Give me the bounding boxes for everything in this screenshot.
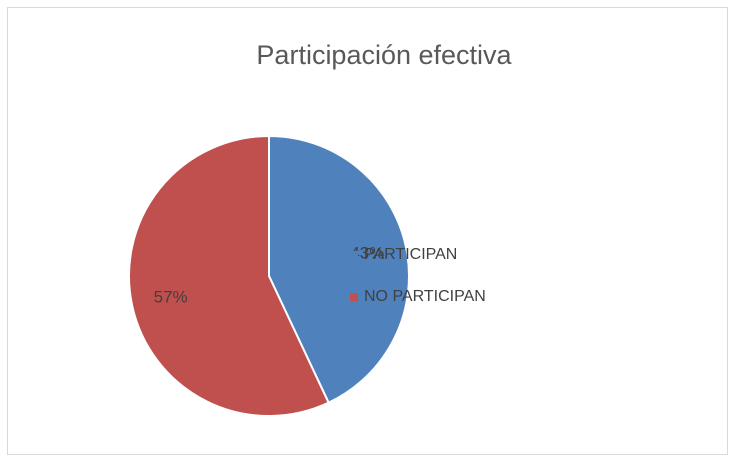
pie-slice — [268, 134, 410, 405]
data-label: 57% — [154, 287, 188, 306]
pie-slice — [128, 134, 330, 417]
chart-title: Participación efectiva — [256, 40, 512, 70]
legend-swatch — [350, 251, 358, 259]
legend-label: NO PARTICIPAN — [364, 288, 486, 305]
data-label: 43% — [350, 243, 384, 262]
legend-label: PARTICIPAN — [364, 246, 457, 263]
legend-swatch — [350, 293, 358, 301]
